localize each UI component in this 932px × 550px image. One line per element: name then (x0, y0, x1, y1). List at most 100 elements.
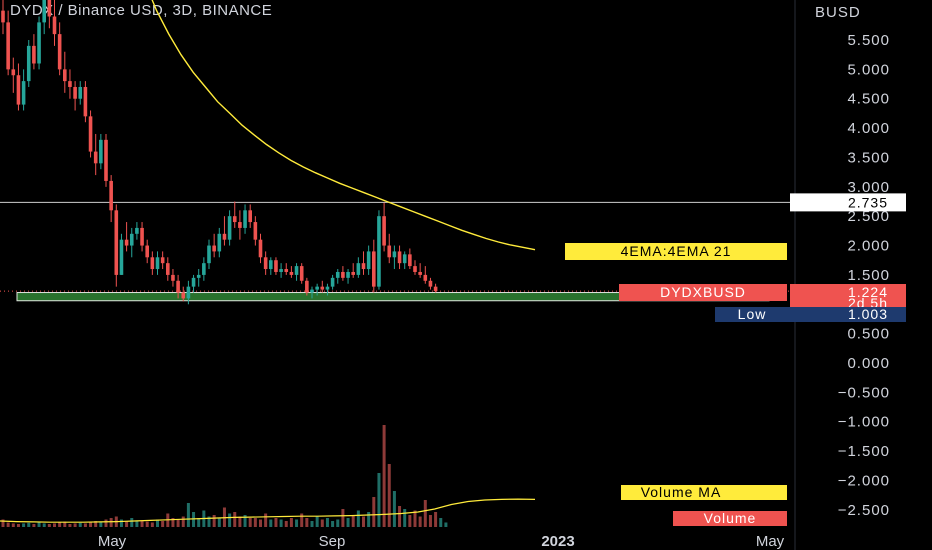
volume-bar (68, 524, 72, 527)
candle (135, 227, 139, 234)
candle (16, 75, 21, 105)
volume-bar (315, 516, 319, 527)
axis-currency-label: BUSD (815, 4, 861, 21)
volume-ma-line (0, 498, 536, 523)
candle (258, 239, 263, 258)
candle (57, 34, 62, 70)
candle (289, 271, 294, 275)
volume-bar (83, 523, 87, 527)
resistance-price-badge (790, 193, 906, 212)
volume-bar (377, 473, 381, 527)
candle (310, 289, 314, 293)
volume-bar (145, 521, 149, 527)
candle (63, 69, 67, 82)
price-tick-label: 1.500 (847, 267, 890, 284)
candle (32, 45, 36, 64)
price-tick-label: 3.000 (847, 179, 890, 196)
volume-ma-label-badge (621, 485, 787, 500)
price-tick-label: 3.500 (847, 149, 890, 166)
candle (413, 266, 417, 272)
volume-bar (140, 521, 144, 527)
volume-bar (53, 523, 56, 527)
candle (140, 227, 144, 246)
volume-bar (233, 512, 237, 527)
candle (145, 245, 149, 258)
ema-label-text: 4EMA:4EMA 21 (621, 243, 732, 259)
volume-bar (336, 519, 340, 527)
candle (119, 239, 124, 275)
candle (6, 22, 10, 70)
candle (315, 286, 319, 290)
volume-bar (444, 522, 448, 527)
candle (176, 280, 180, 293)
candle (428, 280, 433, 287)
volume-bar (243, 515, 247, 527)
volume-bar (228, 513, 232, 527)
last-price-text: 1.224 (848, 284, 888, 300)
candle (320, 286, 325, 290)
volume-bar (11, 523, 15, 527)
price-tick-label: 2.500 (847, 208, 890, 225)
volume-bar (305, 518, 309, 527)
low-price-text: 1.003 (848, 306, 888, 322)
candle (423, 274, 428, 281)
candle (21, 81, 26, 105)
price-tick-label: −0.500 (838, 384, 890, 401)
volume-bar (104, 519, 108, 527)
volume-bar (372, 497, 376, 527)
volume-bar (279, 519, 283, 527)
candle (47, 0, 52, 17)
volume-bar (94, 521, 98, 527)
volume-bar (346, 518, 350, 527)
volume-bar (119, 519, 123, 527)
candle (279, 269, 283, 272)
candle (26, 45, 31, 82)
volume-bar (186, 503, 190, 527)
candle (433, 286, 438, 292)
candle (284, 269, 289, 272)
candle (248, 210, 252, 223)
volume-bar (300, 513, 304, 527)
candle (83, 86, 88, 117)
candle (124, 239, 129, 246)
low-label-text: Low (738, 306, 767, 322)
volume-bar (238, 516, 242, 527)
candle (166, 263, 170, 275)
volume-bar (47, 524, 51, 527)
volume-bar (197, 518, 201, 527)
candle (42, 0, 46, 23)
candle (294, 266, 299, 275)
volume-bar (135, 520, 139, 527)
symbol-label-badge (619, 284, 787, 301)
volume-bar (325, 518, 329, 527)
resistance-price-text: 2.735 (848, 194, 888, 210)
symbol-label-text: DYDXBUSD (660, 284, 746, 300)
candle (341, 271, 345, 278)
candle (68, 81, 72, 87)
volume-bar (351, 515, 355, 527)
time-tick-label: May (98, 533, 127, 550)
volume-bar (439, 518, 443, 527)
volume-bar (428, 515, 432, 527)
candle (212, 245, 216, 252)
candle (227, 216, 232, 240)
volume-bar (341, 509, 345, 527)
candle (397, 251, 402, 264)
price-tick-label: 4.000 (847, 120, 890, 137)
candle (99, 139, 103, 164)
candle (186, 286, 191, 299)
low-price-badge (790, 307, 906, 322)
candle (274, 260, 278, 272)
candle (222, 233, 227, 240)
volume-bar (217, 518, 221, 527)
volume-bar (259, 519, 262, 527)
price-tick-label: 4.500 (847, 91, 890, 108)
volume-bar (382, 425, 386, 527)
low-label-badge (715, 307, 791, 322)
volume-bar (320, 519, 324, 527)
candle (37, 22, 41, 64)
price-tick-label: 0.000 (847, 355, 890, 372)
volume-bar (27, 522, 31, 527)
candle (382, 216, 386, 246)
